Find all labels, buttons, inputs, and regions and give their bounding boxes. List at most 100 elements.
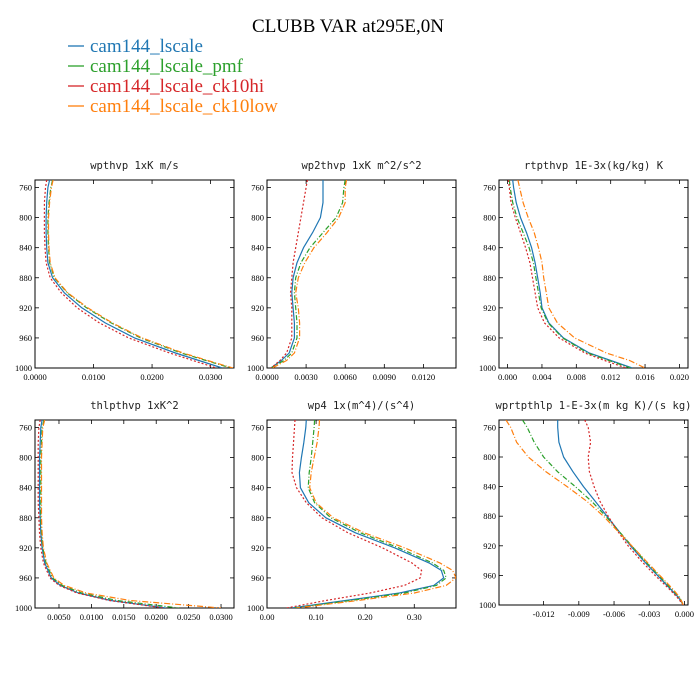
y-tick-label-4-3: 880: [251, 513, 264, 523]
panel-title-5: wprtpthlp 1-E-3x(m kg K)/(s kg): [496, 400, 692, 412]
y-tick-label-1-4: 920: [251, 303, 264, 313]
series-line-3-3: [40, 420, 222, 608]
panel-title-3: thlpthvp 1xK^2: [90, 400, 179, 412]
panel-5: wprtpthlp 1-E-3x(m kg K)/(s kg)760 800 840…: [479, 400, 694, 619]
panel-title-2: rtpthvp 1E-3x(kg/kg) K: [524, 160, 664, 172]
y-tick-label-0-3: 880: [19, 273, 32, 283]
y-tick-label-1-0: 760: [251, 183, 264, 193]
y-tick-label-4-5: 960: [251, 573, 264, 583]
series-line-1-1: [270, 180, 346, 368]
x-tick-label-3-4: 0.0250: [177, 612, 200, 622]
series-line-2-3: [517, 180, 646, 368]
legend-entry-2: cam144_lscale_ck10hi: [90, 76, 264, 97]
y-tick-label-2-3: 880: [483, 273, 496, 283]
y-tick-label-3-4: 920: [19, 543, 32, 553]
series-line-3-1: [40, 420, 179, 608]
series-line-1-0: [270, 180, 324, 368]
x-tick-label-4-1: 0.10: [309, 612, 324, 622]
y-tick-label-5-3: 880: [483, 511, 496, 521]
y-tick-label-0-1: 800: [19, 213, 32, 223]
x-tick-label-1-2: 0.0060: [334, 372, 357, 382]
panel-title-4: wp4 1x(m^4)/(s^4): [308, 400, 415, 412]
y-tick-label-1-5: 960: [251, 333, 264, 343]
series-group-3: [37, 420, 222, 608]
x-tick-label-2-5: 0.020: [670, 372, 689, 382]
y-tick-label-1-3: 880: [251, 273, 264, 283]
series-line-3-2: [37, 420, 165, 608]
x-tick-label-1-4: 0.0120: [412, 372, 435, 382]
y-tick-label-2-4: 920: [483, 303, 496, 313]
y-tick-label-3-0: 760: [19, 423, 32, 433]
panel-1: wp2thvp 1xK m^2/s^2 760 800 840 880 920 960 100…: [247, 160, 457, 382]
y-tick-label-3-5: 960: [19, 573, 32, 583]
series-line-0-0: [45, 180, 223, 368]
series-line-4-0: [291, 420, 445, 608]
y-tick-label-5-4: 920: [483, 541, 496, 551]
x-tick-label-4-3: 0.30: [407, 612, 422, 622]
series-line-2-0: [512, 180, 633, 368]
x-tick-label-2-3: 0.012: [601, 372, 620, 382]
legend-entry-1: cam144_lscale_pmf: [90, 56, 244, 77]
y-tick-label-0-5: 960: [19, 333, 32, 343]
y-tick-label-4-2: 840: [251, 483, 264, 493]
series-line-3-0: [38, 420, 166, 608]
series-line-2-1: [508, 180, 631, 368]
series-line-1-2: [270, 180, 308, 368]
series-line-5-0: [557, 420, 684, 605]
y-tick-label-1-2: 840: [251, 243, 264, 253]
x-tick-label-0-1: 0.0100: [82, 372, 105, 382]
plot-frame-2: [498, 179, 689, 369]
plot-frame-5: [498, 419, 689, 606]
panel-3: thlpthvp 1xK^2 760 800 840 880 920 960 1000 0.00…: [15, 400, 235, 622]
y-tick-label-4-1: 800: [251, 453, 264, 463]
plot-frame-4: [266, 419, 457, 609]
y-tick-label-4-0: 760: [251, 423, 264, 433]
x-tick-label-3-3: 0.0200: [145, 612, 168, 622]
x-tick-label-0-2: 0.0200: [140, 372, 163, 382]
y-tick-label-0-2: 840: [19, 243, 32, 253]
x-tick-label-1-1: 0.0030: [294, 372, 317, 382]
x-tick-label-5-3: -0.003: [638, 609, 660, 619]
panel-title-0: wpthvp 1xK m/s: [90, 160, 179, 172]
legend-entry-0: cam144_lscale: [90, 36, 203, 57]
x-tick-label-4-0: 0.00: [260, 612, 275, 622]
x-tick-label-0-3: 0.0300: [199, 372, 222, 382]
y-tick-label-2-1: 800: [483, 213, 496, 223]
series-line-0-2: [43, 180, 217, 368]
series-line-0-3: [47, 180, 233, 368]
x-tick-label-1-0: 0.0000: [255, 372, 278, 382]
legend: cam144_lscalecam144_lscale_pmfcam144_lsc…: [68, 36, 278, 117]
plot-frame-0: [34, 179, 235, 369]
y-tick-label-3-3: 880: [19, 513, 32, 523]
x-tick-label-3-2: 0.0150: [112, 612, 135, 622]
figure-title: CLUBB VAR at295E,0N: [252, 16, 444, 37]
y-tick-label-2-0: 760: [483, 183, 496, 193]
y-tick-label-2-5: 960: [483, 333, 496, 343]
y-tick-label-4-4: 920: [251, 543, 264, 553]
y-tick-label-0-0: 760: [19, 183, 32, 193]
y-tick-label-5-6: 1000: [479, 600, 496, 610]
x-tick-label-3-0: 0.0050: [47, 612, 70, 622]
x-tick-label-4-2: 0.20: [358, 612, 373, 622]
series-group-2: [507, 180, 646, 368]
y-tick-label-0-4: 920: [19, 303, 32, 313]
panel-2: rtpthvp 1E-3x(kg/kg) K 760 800 840 880 920 960…: [479, 160, 689, 382]
x-tick-label-3-1: 0.0100: [80, 612, 103, 622]
series-line-5-3: [505, 420, 684, 605]
x-tick-label-5-2: -0.006: [603, 609, 625, 619]
x-tick-label-2-0: 0.000: [498, 372, 517, 382]
series-group-5: [505, 420, 684, 605]
series-line-4-2: [286, 420, 423, 608]
series-line-4-3: [296, 420, 456, 608]
series-line-5-1: [521, 420, 684, 605]
x-tick-label-2-4: 0.016: [635, 372, 654, 382]
y-tick-label-2-2: 840: [483, 243, 496, 253]
x-tick-label-2-1: 0.004: [532, 372, 552, 382]
series-group-4: [286, 420, 456, 608]
y-tick-label-2-6: 1000: [479, 363, 496, 373]
x-tick-label-0-0: 0.0000: [23, 372, 46, 382]
panel-0: wpthvp 1xK m/s 760 800 840 880 920 960 10000.00…: [15, 160, 235, 382]
x-tick-label-1-3: 0.0090: [373, 372, 396, 382]
y-tick-label-1-6: 1000: [247, 363, 264, 373]
plot-frame-1: [266, 179, 457, 369]
